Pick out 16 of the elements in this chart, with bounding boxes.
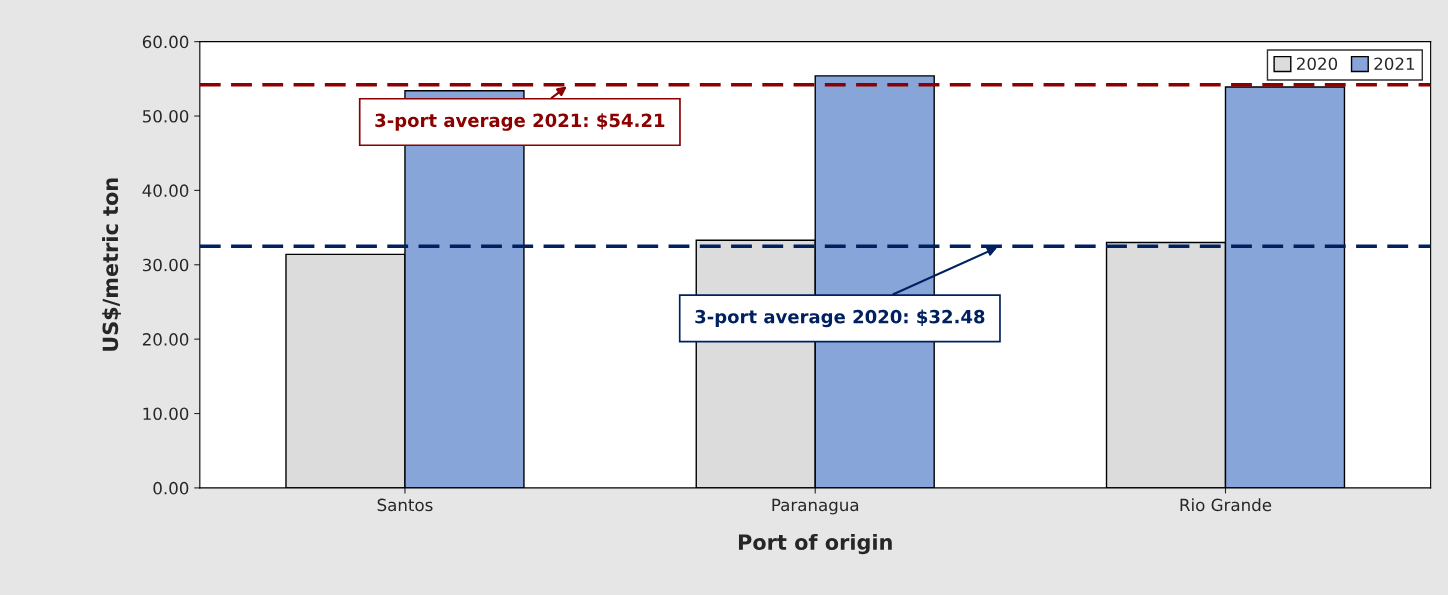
x-tick-label: Santos (377, 498, 433, 512)
legend-label: 2020 (1297, 57, 1338, 71)
y-tick-label: 0.00 (153, 481, 189, 495)
y-tick-label: 30.00 (142, 258, 189, 272)
x-tick-label: Rio Grande (1180, 498, 1272, 512)
ref-line-label: 3-port average 2021: $54.21 (375, 113, 665, 131)
y-tick-label: 40.00 (142, 184, 189, 197)
y-tick-label: 50.00 (142, 109, 189, 123)
x-tick-label: Paranagua (772, 498, 859, 515)
x-axis-title: Port of origin (738, 533, 892, 555)
y-axis-title: US$/metric ton (102, 178, 121, 351)
y-tick-label: 10.00 (143, 407, 189, 421)
ref-line-label: 3-port average 2020: $32.48 (695, 309, 985, 328)
y-tick-label: 60.00 (142, 35, 189, 49)
y-tick-label: 20.00 (142, 333, 189, 346)
legend-label: 2021 (1374, 57, 1415, 71)
